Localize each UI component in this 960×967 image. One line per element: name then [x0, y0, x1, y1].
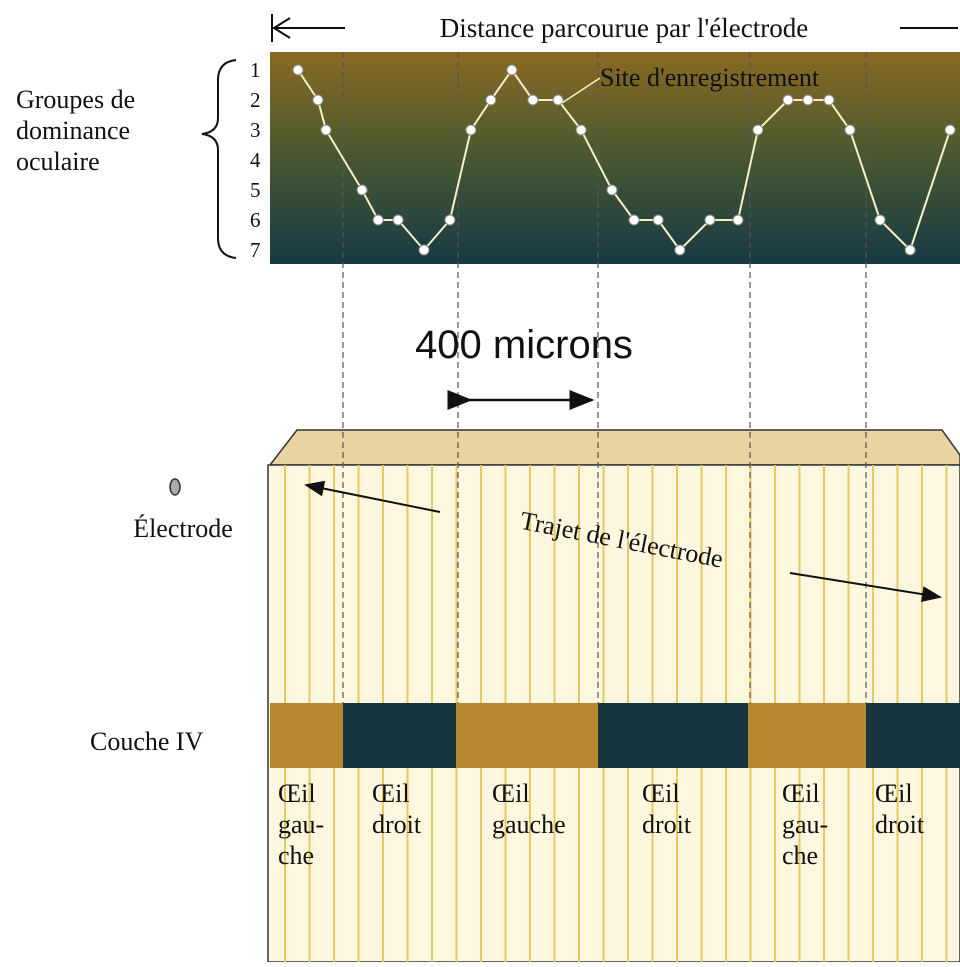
- group-tick: 1: [250, 58, 261, 82]
- column-label: gau-: [782, 810, 828, 839]
- layer-left-eye: [270, 703, 343, 768]
- recording-site: [875, 215, 885, 225]
- recording-site: [393, 215, 403, 225]
- column-label: Œil: [492, 779, 530, 808]
- electrode: [170, 479, 180, 495]
- group-tick: 6: [250, 208, 261, 232]
- recording-site: [675, 245, 685, 255]
- figure: Distance parcourue par l'électrode Group…: [0, 0, 960, 962]
- brace: [202, 60, 236, 258]
- recording-site: [419, 245, 429, 255]
- cortex-top: [270, 430, 960, 465]
- title: Distance parcourue par l'électrode: [440, 13, 808, 43]
- recording-site: [321, 125, 331, 135]
- recording-site: [486, 95, 496, 105]
- column-label: droit: [875, 810, 925, 839]
- recording-site: [313, 95, 323, 105]
- column-label: che: [278, 841, 314, 870]
- column-label: Œil: [642, 779, 680, 808]
- recording-site: [528, 95, 538, 105]
- recording-site: [824, 95, 834, 105]
- recording-site: [373, 215, 383, 225]
- annotation: Site d'enregistrement: [600, 63, 820, 92]
- column-label: gauche: [492, 810, 566, 839]
- group-tick: 3: [250, 118, 261, 142]
- scale-label: 400 microns: [415, 323, 633, 367]
- layer-left-eye: [456, 703, 598, 768]
- layer-right-eye: [343, 703, 456, 768]
- recording-site: [733, 215, 743, 225]
- layer-right-eye: [598, 703, 748, 768]
- recording-site: [607, 185, 617, 195]
- column-label: Œil: [372, 779, 410, 808]
- column-label: Œil: [782, 779, 820, 808]
- recording-site: [905, 245, 915, 255]
- axis-label: oculaire: [16, 147, 100, 176]
- recording-site: [629, 215, 639, 225]
- recording-site: [553, 95, 563, 105]
- recording-site: [705, 215, 715, 225]
- recording-site: [466, 125, 476, 135]
- electrode-label: Électrode: [133, 514, 233, 543]
- recording-site: [357, 185, 367, 195]
- recording-site: [293, 65, 303, 75]
- axis-label: Groupes de: [16, 85, 135, 114]
- recording-site: [753, 125, 763, 135]
- axis-label: dominance: [16, 116, 130, 145]
- column-label: droit: [372, 810, 422, 839]
- group-tick: 7: [250, 238, 261, 262]
- layer-left-eye: [748, 703, 866, 768]
- column-label: Œil: [278, 779, 316, 808]
- group-tick: 5: [250, 178, 261, 202]
- recording-site: [445, 215, 455, 225]
- column-label: gau-: [278, 810, 324, 839]
- recording-site: [576, 125, 586, 135]
- column-label: droit: [642, 810, 692, 839]
- column-label: che: [782, 841, 818, 870]
- recording-site: [507, 65, 517, 75]
- layer-right-eye: [866, 703, 960, 768]
- column-label: Œil: [875, 779, 913, 808]
- recording-site: [803, 95, 813, 105]
- recording-site: [945, 125, 955, 135]
- recording-site: [845, 125, 855, 135]
- group-tick: 2: [250, 88, 261, 112]
- group-tick: 4: [250, 148, 261, 172]
- recording-site: [653, 215, 663, 225]
- recording-site: [783, 95, 793, 105]
- layer-label: Couche IV: [90, 727, 204, 756]
